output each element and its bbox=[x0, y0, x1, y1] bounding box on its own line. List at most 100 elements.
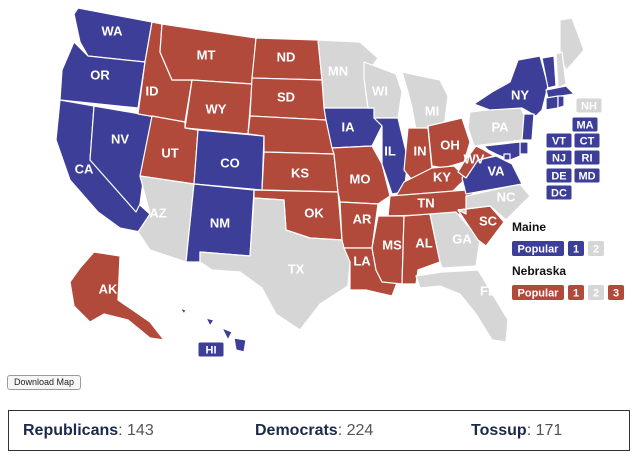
chip-label: 1 bbox=[573, 243, 579, 255]
state-label-TN: TN bbox=[417, 195, 434, 210]
state-label-AL: AL bbox=[415, 235, 432, 250]
state-label-NY: NY bbox=[511, 87, 529, 102]
state-label-IA: IA bbox=[342, 119, 356, 134]
state-label-IL: IL bbox=[384, 143, 396, 158]
state-label-VA: VA bbox=[487, 163, 505, 178]
republicans-tally: Republicans: 143 bbox=[23, 422, 154, 440]
tossup-label: Tossup bbox=[471, 422, 527, 439]
nebraska-popular-chip[interactable]: Popular bbox=[512, 285, 564, 300]
state-AK[interactable] bbox=[69, 251, 165, 341]
maine-popular-chip[interactable]: Popular bbox=[512, 241, 564, 256]
state-label-AZ: AZ bbox=[149, 205, 166, 220]
maine-district-chip-2[interactable]: 2 bbox=[588, 241, 604, 256]
republicans-value: : 143 bbox=[118, 422, 154, 439]
state-box-CT[interactable]: CT bbox=[573, 132, 601, 149]
nebraska-district-chip-1[interactable]: 1 bbox=[568, 285, 584, 300]
state-label-GA: GA bbox=[452, 231, 472, 246]
state-label-IN: IN bbox=[414, 143, 427, 158]
state-NJ[interactable] bbox=[521, 113, 535, 141]
state-box-label-NH: NH bbox=[581, 100, 597, 112]
state-label-SC: SC bbox=[479, 213, 498, 228]
state-OR[interactable] bbox=[59, 41, 146, 109]
state-label-MT: MT bbox=[197, 47, 216, 62]
maine-title: Maine bbox=[512, 220, 546, 234]
tossup-tally: Tossup: 171 bbox=[471, 422, 562, 440]
state-box-DC[interactable]: DC bbox=[545, 184, 573, 201]
state-box-label-RI: RI bbox=[582, 152, 593, 164]
nebraska-chips: Popular 1 2 3 bbox=[512, 285, 624, 300]
download-map-button[interactable]: Download Map bbox=[7, 375, 82, 390]
state-label-ND: ND bbox=[277, 49, 296, 64]
electoral-map: WA OR CA NV ID MT WY UT CO AZ NM ND SD KS OK TX MN IA MO AR… bbox=[55, 7, 624, 358]
state-box-HI[interactable]: HI bbox=[197, 341, 225, 358]
state-box-label-HI: HI bbox=[206, 344, 217, 356]
state-label-NM: NM bbox=[210, 215, 230, 230]
nebraska-district-chip-3[interactable]: 3 bbox=[608, 285, 624, 300]
nebraska-title: Nebraska bbox=[512, 264, 566, 278]
state-label-MN: MN bbox=[328, 63, 348, 78]
state-MI[interactable] bbox=[401, 71, 449, 131]
state-label-MS: MS bbox=[382, 237, 402, 252]
state-label-WA: WA bbox=[102, 23, 124, 38]
state-VT[interactable] bbox=[541, 55, 557, 89]
state-label-LA: LA bbox=[353, 253, 371, 268]
republicans-label: Republicans bbox=[23, 422, 119, 439]
democrats-label: Democrats bbox=[255, 422, 338, 439]
state-box-label-VT: VT bbox=[552, 135, 566, 147]
chip-label: Popular bbox=[518, 243, 560, 255]
state-FL[interactable] bbox=[415, 269, 509, 343]
state-HI[interactable] bbox=[179, 307, 247, 353]
state-RI[interactable] bbox=[557, 95, 565, 109]
state-label-AK: AK bbox=[99, 281, 118, 296]
state-box-MD[interactable]: MD bbox=[573, 167, 601, 184]
state-label-OK: OK bbox=[304, 205, 324, 220]
state-GA[interactable] bbox=[429, 211, 481, 269]
tossup-value: : 171 bbox=[526, 422, 563, 439]
state-DC[interactable] bbox=[503, 153, 511, 161]
state-box-NJ[interactable]: NJ bbox=[545, 149, 573, 166]
democrats-value: : 224 bbox=[337, 422, 374, 439]
state-label-CO: CO bbox=[220, 155, 240, 170]
maine-district-chip-1[interactable]: 1 bbox=[568, 241, 584, 256]
chip-label: 1 bbox=[573, 287, 579, 299]
state-label-WI: WI bbox=[372, 83, 388, 98]
state-TX[interactable] bbox=[199, 197, 351, 331]
state-box-label-MD: MD bbox=[578, 170, 595, 182]
state-label-MO: MO bbox=[350, 171, 371, 186]
state-label-NV: NV bbox=[111, 131, 129, 146]
state-label-TX: TX bbox=[288, 261, 305, 276]
chip-label: 3 bbox=[613, 287, 619, 299]
state-label-PA: PA bbox=[491, 119, 509, 134]
state-CT[interactable] bbox=[545, 95, 559, 111]
maine-chips: Popular 1 2 bbox=[512, 241, 604, 256]
state-label-KS: KS bbox=[291, 165, 309, 180]
state-DE[interactable] bbox=[519, 141, 529, 155]
state-box-label-DC: DC bbox=[551, 187, 567, 199]
state-box-label-MA: MA bbox=[576, 119, 593, 131]
chip-label: 2 bbox=[593, 287, 599, 299]
state-label-AR: AR bbox=[353, 211, 372, 226]
state-label-SD: SD bbox=[277, 89, 295, 104]
state-label-KY: KY bbox=[433, 169, 451, 184]
state-box-label-CT: CT bbox=[580, 135, 595, 147]
state-box-VT[interactable]: VT bbox=[545, 132, 573, 149]
state-label-MI: MI bbox=[425, 103, 439, 118]
state-NH[interactable] bbox=[555, 51, 567, 89]
state-NY[interactable] bbox=[473, 55, 549, 117]
state-MA[interactable] bbox=[545, 85, 575, 99]
state-label-OH: OH bbox=[440, 137, 460, 152]
state-label-OR: OR bbox=[90, 67, 110, 82]
state-label-UT: UT bbox=[161, 145, 178, 160]
state-box-MA[interactable]: MA bbox=[571, 116, 599, 133]
state-WV[interactable] bbox=[457, 145, 495, 179]
state-label-FL: FL bbox=[480, 283, 496, 298]
state-box-RI[interactable]: RI bbox=[573, 149, 601, 166]
nebraska-district-chip-2[interactable]: 2 bbox=[588, 285, 604, 300]
state-label-WV: WV bbox=[464, 151, 485, 166]
democrats-tally: Democrats: 224 bbox=[255, 422, 373, 440]
state-box-DE[interactable]: DE bbox=[545, 167, 573, 184]
state-NC[interactable] bbox=[457, 183, 531, 221]
state-box-label-DE: DE bbox=[551, 170, 566, 182]
state-label-NC: NC bbox=[497, 189, 516, 204]
state-box-NH[interactable]: NH bbox=[575, 97, 603, 114]
